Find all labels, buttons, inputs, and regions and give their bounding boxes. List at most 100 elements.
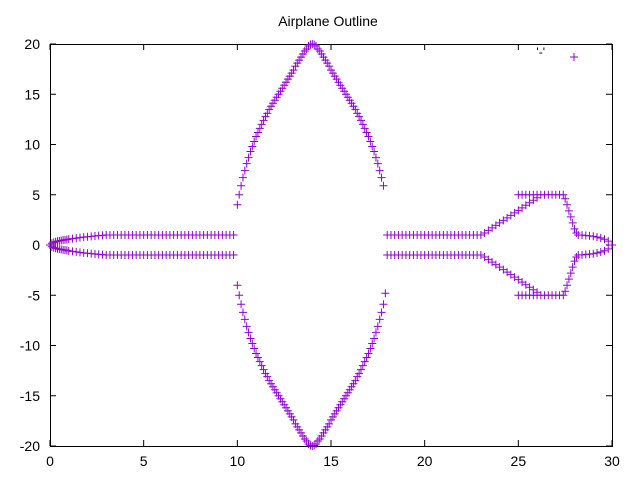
- data-point: [304, 439, 313, 448]
- y-tick-label: 5: [32, 187, 40, 203]
- data-point: [259, 116, 268, 125]
- data-point: [570, 224, 579, 233]
- legend: '-': [536, 45, 578, 61]
- data-point: [476, 251, 485, 260]
- data-point: [568, 263, 577, 272]
- x-tick-label: 10: [230, 453, 246, 469]
- data-point: [248, 142, 257, 151]
- data-point: [263, 372, 272, 381]
- chart-title: Airplane Outline: [278, 13, 378, 29]
- data-point: [263, 109, 272, 118]
- data-point: [608, 241, 616, 249]
- data-point: [533, 190, 542, 199]
- data-point: [563, 200, 572, 209]
- data-point: [604, 237, 613, 246]
- y-tick-label: -15: [20, 388, 40, 404]
- data-point: [568, 218, 577, 227]
- data-point: [351, 376, 360, 385]
- data-point: [257, 361, 266, 370]
- x-tick-label: 25: [511, 453, 527, 469]
- data-point: [310, 441, 319, 450]
- data-point: [373, 322, 382, 331]
- data-point: [377, 173, 386, 182]
- data-point: [360, 124, 369, 133]
- y-tick-label: 0: [32, 237, 40, 253]
- data-point: [370, 147, 379, 156]
- data-point: [364, 132, 373, 141]
- legend-marker-symbol: [570, 53, 578, 61]
- x-tick-label: 5: [140, 453, 148, 469]
- data-point: [364, 349, 373, 358]
- data-point: [358, 120, 367, 129]
- data-point: [589, 249, 598, 258]
- data-point: [600, 246, 609, 255]
- data-point: [250, 344, 259, 353]
- data-point: [593, 232, 602, 241]
- data-point: [242, 322, 251, 331]
- plot-frame: [50, 44, 613, 447]
- data-point: [572, 253, 581, 262]
- y-tick-label: 10: [24, 137, 40, 153]
- x-tick-label: 20: [417, 453, 433, 469]
- data-point: [476, 230, 485, 239]
- data-point: [593, 249, 602, 258]
- data-point: [313, 45, 322, 54]
- y-tick-label: -10: [20, 338, 40, 354]
- data-point: [72, 234, 81, 243]
- data-point: [366, 344, 375, 353]
- data-point: [250, 137, 259, 146]
- data-point: [564, 275, 573, 284]
- data-point: [561, 287, 570, 296]
- data-point: [379, 181, 388, 190]
- data-point: [559, 291, 568, 300]
- data-point: [253, 353, 262, 362]
- data-point: [229, 251, 238, 260]
- data-point: [246, 147, 255, 156]
- data-point: [368, 142, 377, 151]
- data-point: [47, 242, 56, 251]
- data-point: [64, 246, 73, 255]
- data-point: [75, 233, 84, 242]
- data-point: [51, 244, 60, 253]
- data-point: [589, 232, 598, 241]
- data-point: [233, 281, 242, 290]
- data-point: [229, 230, 238, 239]
- data-point: [68, 247, 77, 256]
- data-point: [240, 315, 249, 324]
- data-point: [238, 173, 247, 182]
- data-point: [570, 257, 579, 266]
- axis-ticks: 0 5 10 15 20 25 30 -20 -15 -10 -5 0 5 10 15 20: [20, 36, 620, 469]
- data-point: [370, 334, 379, 343]
- data-point: [355, 369, 364, 378]
- data-point: [356, 365, 365, 374]
- y-tick-label: -5: [28, 287, 41, 303]
- data-points: [46, 40, 616, 450]
- data-point: [244, 328, 253, 337]
- data-point: [362, 128, 371, 137]
- legend-marker: [570, 53, 578, 61]
- data-point: [379, 300, 388, 309]
- data-point: [248, 339, 257, 348]
- y-tick-label: 20: [24, 36, 40, 52]
- data-point: [375, 166, 384, 175]
- data-point: [235, 190, 244, 199]
- data-point: [255, 124, 264, 133]
- data-point: [375, 315, 384, 324]
- data-point: [572, 228, 581, 237]
- data-point: [308, 442, 317, 450]
- data-point: [377, 308, 386, 317]
- data-point: [252, 349, 261, 358]
- data-point: [596, 233, 605, 242]
- data-point: [360, 357, 369, 366]
- data-point: [604, 244, 613, 253]
- data-point: [310, 40, 319, 49]
- data-point: [304, 42, 313, 51]
- data-point: [356, 116, 365, 125]
- data-point: [308, 40, 317, 48]
- data-point: [371, 328, 380, 337]
- data-point: [255, 357, 264, 366]
- y-tick-label: -20: [20, 438, 40, 454]
- data-point: [252, 132, 261, 141]
- data-point: [566, 212, 575, 221]
